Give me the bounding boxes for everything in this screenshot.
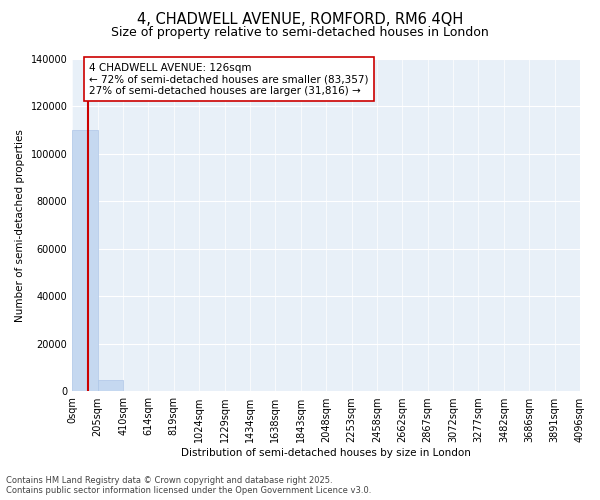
Bar [72, 130, 98, 392]
Bar [98, 380, 123, 392]
X-axis label: Distribution of semi-detached houses by size in London: Distribution of semi-detached houses by … [181, 448, 471, 458]
Text: Contains HM Land Registry data © Crown copyright and database right 2025.
Contai: Contains HM Land Registry data © Crown c… [6, 476, 371, 495]
Text: Size of property relative to semi-detached houses in London: Size of property relative to semi-detach… [111, 26, 489, 39]
Y-axis label: Number of semi-detached properties: Number of semi-detached properties [15, 129, 25, 322]
Text: 4, CHADWELL AVENUE, ROMFORD, RM6 4QH: 4, CHADWELL AVENUE, ROMFORD, RM6 4QH [137, 12, 463, 28]
Text: 4 CHADWELL AVENUE: 126sqm
← 72% of semi-detached houses are smaller (83,357)
27%: 4 CHADWELL AVENUE: 126sqm ← 72% of semi-… [89, 62, 368, 96]
